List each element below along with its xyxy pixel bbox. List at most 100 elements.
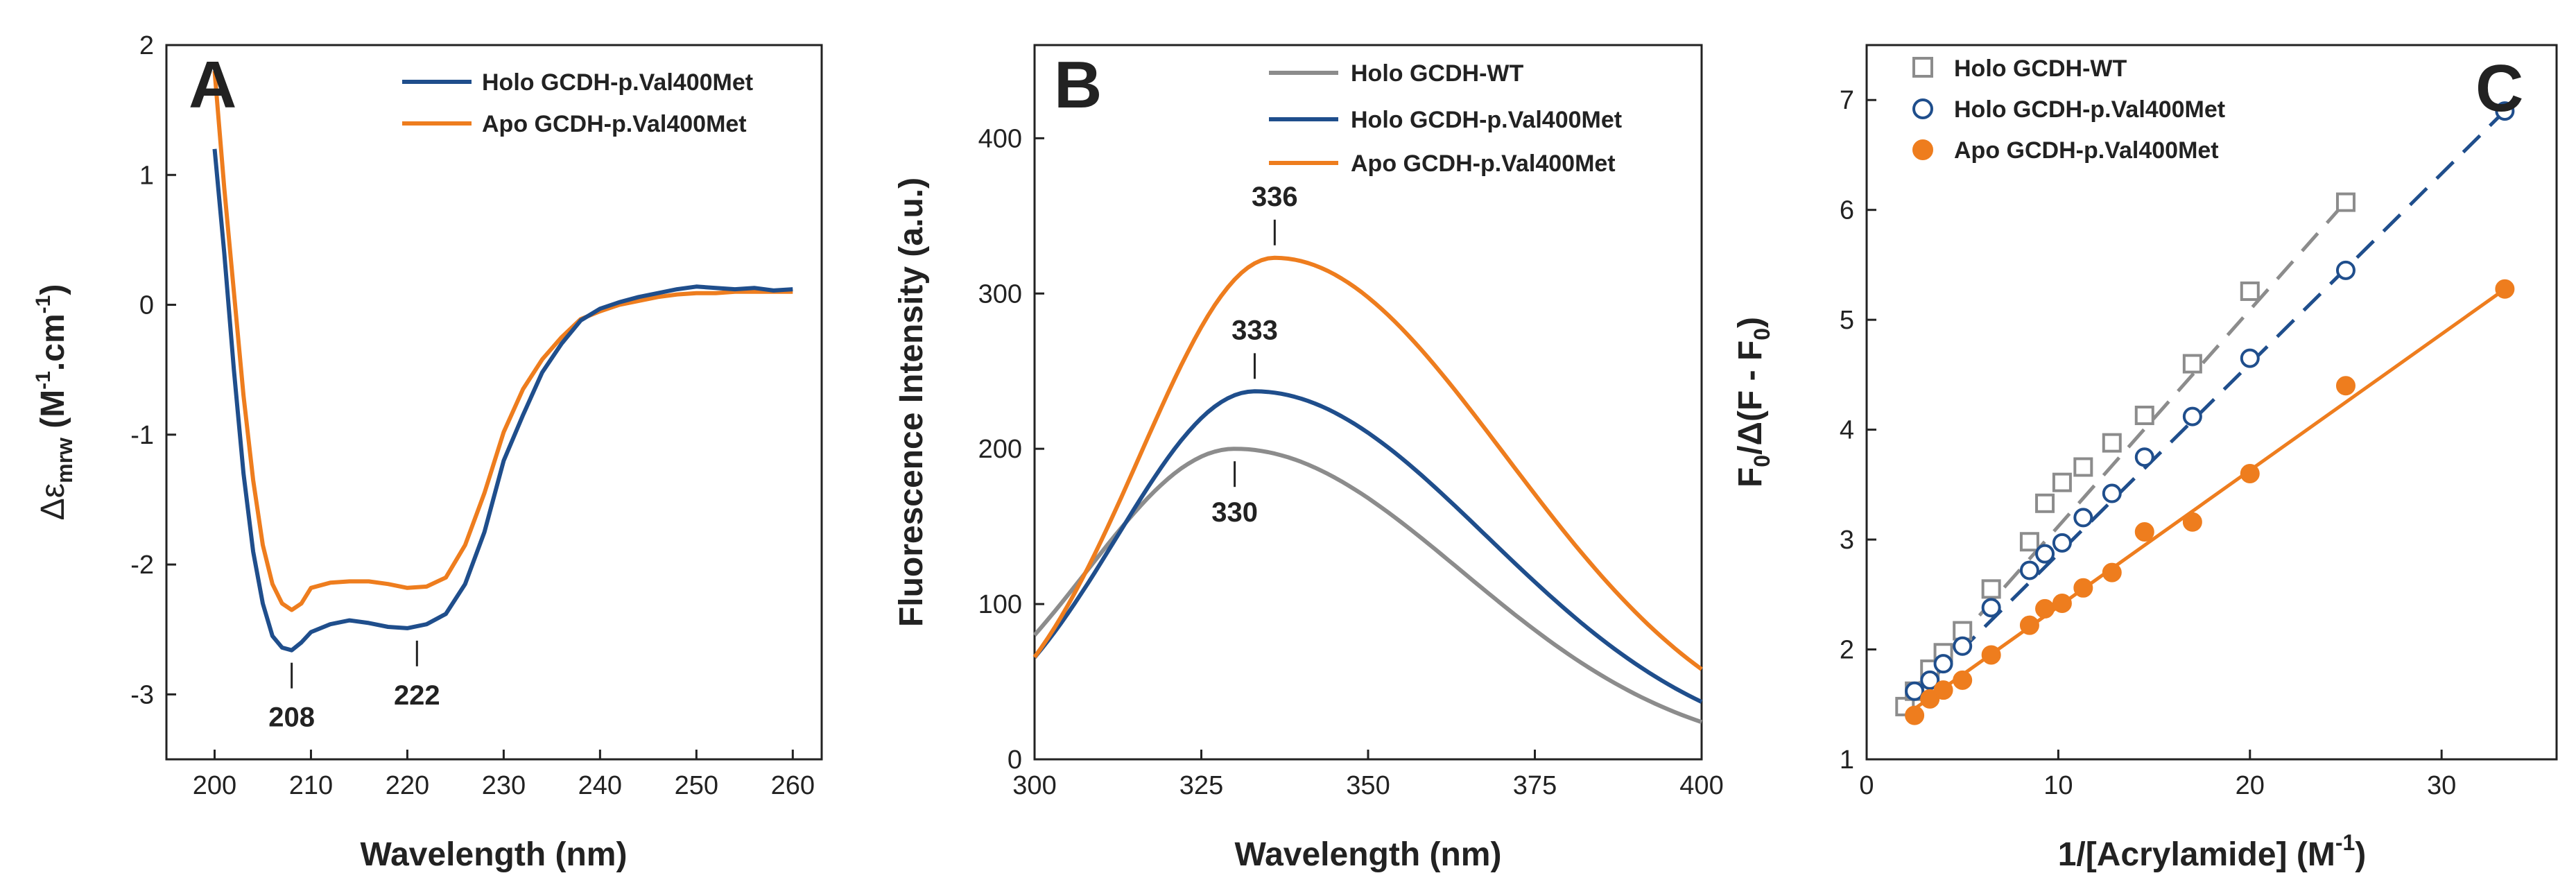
panel-c-point-2-4: [1981, 645, 2001, 665]
panel-a-y-base: Δε: [35, 483, 71, 520]
panel-b-legend-label-1: Holo GCDH-p.Val400Met: [1351, 107, 1622, 133]
panel-a-legend: Holo GCDH-p.Val400Met Apo GCDH-p.Val400M…: [402, 69, 753, 137]
panel-a-legend-label-1: Apo GCDH-p.Val400Met: [482, 111, 747, 137]
panel-b-y-ticks: 0 100 200 300 400: [978, 124, 1044, 775]
x-tick-label-5: 250: [675, 771, 718, 800]
panel-a-y-tail1: (M: [35, 390, 71, 438]
y-tick-label-3: 4: [1840, 416, 1854, 445]
panel-c-y-ticks: 1 2 3 4 5 6 7: [1840, 86, 1876, 775]
panel-c-point-2-5: [2019, 615, 2039, 635]
panel-b-annot-0: 336: [1252, 182, 1298, 212]
panel-c: 0 10 20 30 1 2 3 4 5 6 7 C Holo GCDH-WT Holo GCDH…: [1732, 44, 2558, 873]
panel-a-y-sup1: -1: [32, 371, 55, 390]
panel-c-point-0-8: [2052, 472, 2072, 492]
panel-a-y-sup2: -1: [32, 295, 55, 314]
y-tick-label-4: 1: [139, 161, 154, 190]
panel-c-point-0-6: [2019, 532, 2039, 552]
panel-c-x-axis-title: 1/[Acrylamide] (M-1): [2058, 830, 2367, 873]
panel-b-legend-label-2: Apo GCDH-p.Val400Met: [1351, 150, 1616, 177]
y-tick-label-0: -3: [130, 680, 154, 709]
panel-c-point-1-10: [2134, 447, 2154, 467]
panel-c-y-sub1: 0: [1749, 455, 1774, 467]
y-tick-label-1: 2: [1840, 636, 1854, 665]
panel-c-x-sup: -1: [2335, 830, 2355, 855]
panel-a-y-tail3: ): [35, 284, 71, 295]
panel-c-x-text: 1/[Acrylamide] (M: [2058, 836, 2335, 873]
panel-c-point-0-9: [2073, 457, 2093, 477]
panel-a-y-sub: mrw: [52, 438, 77, 483]
y-tick-label-1: -2: [130, 551, 154, 580]
panel-c-point-0-11: [2134, 406, 2154, 426]
panel-b-series-line-2: [1032, 255, 1703, 671]
panel-c-point-2-8: [2073, 578, 2093, 598]
panel-c-point-1-12: [2240, 348, 2260, 368]
panel-c-frame: [1865, 44, 2558, 761]
x-tick-label-1: 10: [2043, 771, 2073, 800]
y-tick-label-5: 6: [1840, 196, 1854, 225]
panel-c-point-1-14: [2495, 101, 2515, 121]
panel-c-legend-marker-1: [1912, 98, 1933, 119]
x-tick-label-1: 210: [289, 771, 333, 800]
panel-c-y-axis-title: F0/Δ(F - F0): [1732, 317, 1774, 487]
x-tick-label-2: 20: [2236, 771, 2265, 800]
panel-c-point-2-1: [1920, 689, 1940, 709]
panel-c-y-tail: ): [1732, 317, 1769, 328]
panel-c-point-0-12: [2182, 354, 2202, 374]
panel-c-legend-label-0: Holo GCDH-WT: [1954, 55, 2127, 82]
panel-b-annot-1: 333: [1231, 315, 1278, 345]
panel-a-legend-label-0: Holo GCDH-p.Val400Met: [482, 69, 753, 96]
panel-a-series: [212, 71, 793, 653]
panel-c-point-1-6: [2035, 544, 2055, 564]
panel-a-annotations: 208 222: [268, 640, 440, 733]
panel-a-series-line-0: [212, 148, 793, 653]
panel-c-point-1-13: [2335, 260, 2355, 280]
y-tick-label-0: 0: [1008, 745, 1022, 775]
x-tick-label-0: 200: [193, 771, 236, 800]
panel-c-fit-line-2: [1903, 287, 2506, 717]
panel-a-x-axis-title: Wavelength (nm): [361, 836, 628, 873]
panel-c-point-2-9: [2102, 562, 2122, 582]
panel-c-legend-label-2: Apo GCDH-p.Val400Met: [1954, 137, 2219, 164]
y-tick-label-2: -1: [130, 421, 154, 450]
panel-b-legend: Holo GCDH-WT Holo GCDH-p.Val400Met Apo G…: [1269, 60, 1622, 177]
panel-a-letter: A: [189, 48, 236, 122]
panel-a-y-tail2: .cm: [35, 313, 71, 371]
panel-c-point-2-14: [2495, 279, 2515, 299]
y-tick-label-3: 300: [978, 279, 1022, 309]
panel-b-x-ticks: 300 325 350 375 400: [1012, 750, 1724, 800]
panel-c-point-0-5: [1981, 579, 2001, 599]
panel-a-y-axis-title: Δεmrw (M-1.cm-1): [32, 284, 77, 521]
panel-c-point-1-11: [2182, 406, 2202, 426]
panel-c-fit-lines: [1903, 110, 2507, 717]
x-tick-label-0: 300: [1012, 771, 1056, 800]
panel-c-point-2-12: [2240, 464, 2260, 483]
x-tick-label-0: 0: [1859, 771, 1874, 800]
x-tick-label-4: 240: [578, 771, 622, 800]
y-tick-label-2: 200: [978, 435, 1022, 464]
panel-b-legend-label-0: Holo GCDH-WT: [1351, 60, 1524, 87]
panel-a-annot-1: 222: [394, 680, 440, 711]
panel-c-legend-marker-0: [1912, 57, 1933, 78]
x-tick-label-6: 260: [771, 771, 815, 800]
y-tick-label-6: 7: [1840, 86, 1854, 115]
panel-c-point-2-13: [2335, 376, 2355, 396]
panel-c-x-tail: ): [2355, 836, 2366, 873]
panel-b-annot-2: 330: [1211, 497, 1258, 528]
x-tick-label-3: 375: [1513, 771, 1557, 800]
panel-c-y-mid: /Δ(F - F: [1732, 340, 1769, 455]
panel-c-point-0-7: [2035, 493, 2055, 513]
panel-c-point-2-2: [1933, 680, 1953, 700]
panel-c-points: [1895, 101, 2515, 725]
panel-c-point-0-14: [2335, 192, 2355, 212]
panel-b-y-axis-title: Fluorescence Intensity (a.u.): [893, 178, 930, 627]
panel-a-annot-0: 208: [268, 702, 315, 733]
panel-b-series-line-1: [1032, 389, 1703, 704]
panel-c-point-1-2: [1933, 654, 1953, 674]
panel-c-letter: C: [2475, 51, 2523, 126]
panel-c-point-1-0: [1905, 681, 1925, 701]
panel-b-x-axis-title: Wavelength (nm): [1235, 836, 1502, 873]
panel-c-point-2-10: [2134, 521, 2154, 542]
panel-c-point-1-4: [1981, 598, 2001, 618]
